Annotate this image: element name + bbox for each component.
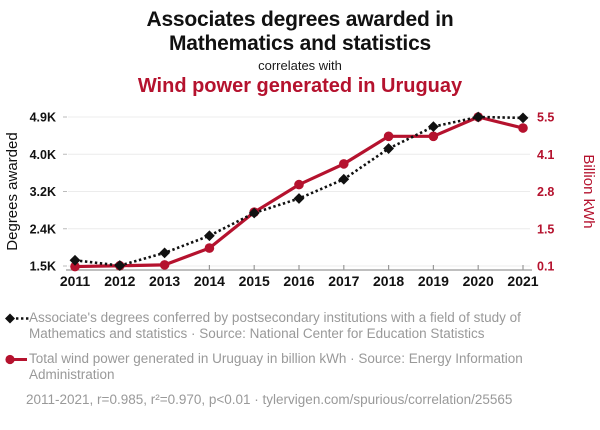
chart-title: Associates degrees awarded in Mathematic… (146, 8, 454, 55)
svg-text:2011: 2011 (60, 273, 91, 289)
diamond-dotted-line-icon (5, 313, 29, 324)
svg-text:2012: 2012 (104, 273, 135, 289)
data-point-circle (204, 243, 215, 253)
data-point-circle (428, 131, 439, 141)
series-degrees (69, 111, 529, 271)
gridlines (68, 116, 530, 267)
svg-text:1.5K: 1.5K (30, 259, 56, 273)
data-point-circle (518, 123, 528, 133)
chart-legend: Associate's degrees conferred by postsec… (0, 298, 600, 383)
svg-text:2017: 2017 (328, 273, 359, 289)
svg-text:4.0K: 4.0K (30, 148, 56, 162)
svg-text:2.4K: 2.4K (30, 222, 56, 236)
data-point-circle (294, 179, 304, 190)
svg-text:2016: 2016 (283, 273, 314, 289)
svg-text:2014: 2014 (194, 273, 225, 289)
left-axis-title: Degrees awarded (4, 132, 21, 250)
circle-solid-line-icon (5, 354, 27, 364)
data-point-diamond (204, 230, 215, 242)
legend-text-degrees: Associate's degrees conferred by postsec… (29, 309, 521, 341)
x-axis: 2011 2012 2013 2014 2015 2016 2017 2018 2019 2020… (60, 264, 539, 289)
svg-text:2018: 2018 (373, 273, 404, 289)
legend-text-wind: Total wind power generated in Uruguay in… (29, 350, 523, 382)
svg-text:2015: 2015 (239, 273, 270, 289)
legend-item-degrees: Associate's degrees conferred by postsec… (5, 310, 562, 342)
svg-text:2013: 2013 (149, 273, 180, 289)
svg-text:1.5: 1.5 (537, 222, 554, 236)
data-point-diamond (338, 173, 350, 185)
svg-text:4.9K: 4.9K (30, 110, 56, 124)
data-point-circle (159, 259, 170, 270)
data-point-diamond (472, 111, 484, 123)
data-point-diamond (248, 207, 260, 219)
correlates-with-label: correlates with (258, 57, 342, 73)
svg-text:0.1: 0.1 (537, 259, 554, 273)
data-point-diamond (293, 192, 305, 204)
svg-text:3.2K: 3.2K (30, 185, 56, 199)
data-point-diamond (159, 247, 170, 259)
data-point-circle (339, 158, 349, 169)
left-axis-ticks: 1.5K 2.4K 3.2K 4.0K 4.9K (30, 110, 67, 273)
data-point-diamond (428, 121, 439, 132)
right-axis-ticks: 0.1 1.5 2.8 4.1 5.5 (537, 110, 554, 273)
legend-item-wind: Total wind power generated in Uruguay in… (5, 351, 562, 383)
right-axis-title: Billion kWh (580, 154, 597, 228)
svg-text:2020: 2020 (463, 273, 494, 289)
svg-text:5.5: 5.5 (537, 110, 554, 124)
data-point-circle (383, 131, 394, 141)
stats-source-caption: 2011-2021, r=0.985, r²=0.970, p<0.01 · t… (26, 391, 513, 407)
chart-header: Associates degrees awarded in Mathematic… (0, 0, 600, 98)
svg-text:4.1: 4.1 (537, 148, 554, 162)
svg-text:2.8: 2.8 (537, 185, 554, 199)
data-point-diamond (383, 143, 394, 154)
chart-secondary-title: Wind power generated in Uruguay (137, 74, 463, 97)
data-point-diamond (69, 254, 81, 266)
svg-text:2019: 2019 (418, 273, 449, 289)
data-point-circle (70, 261, 80, 272)
svg-text:2021: 2021 (507, 273, 538, 289)
data-point-diamond (114, 260, 126, 271)
data-point-diamond (517, 112, 529, 124)
